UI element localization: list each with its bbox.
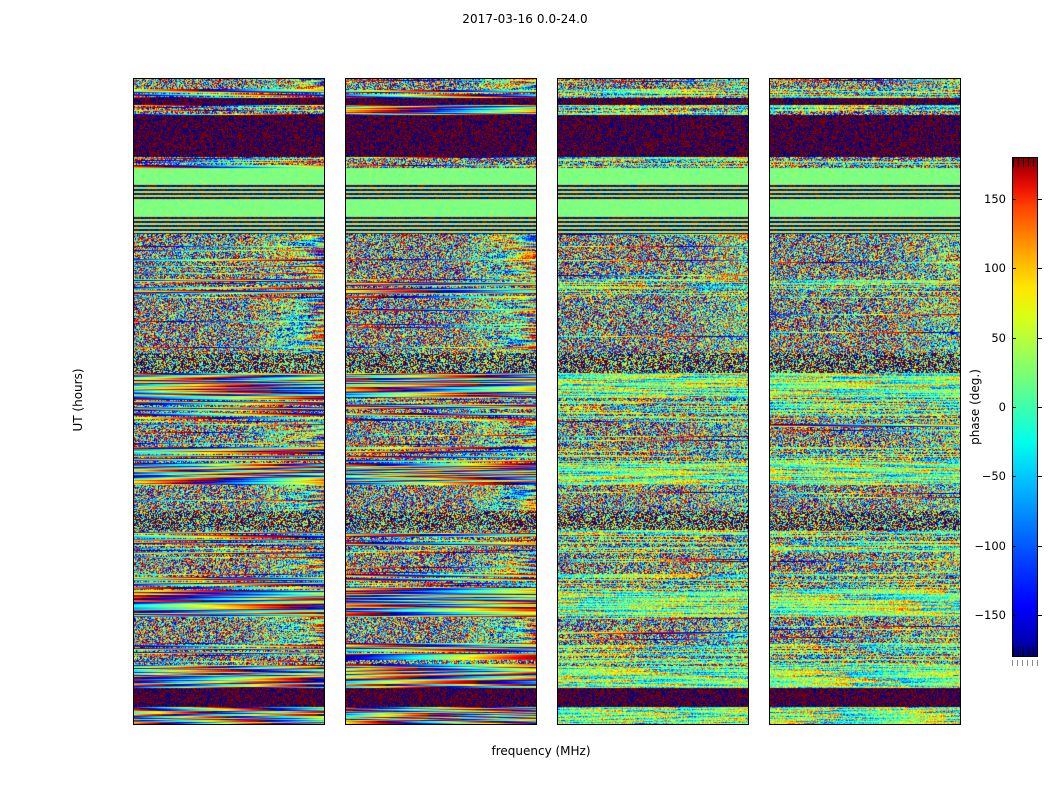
colorbar-tick-mark [1038,268,1042,270]
colorbar-tick-label: 100 [984,261,1006,276]
x-tick-mark [229,724,230,725]
x-tick-mark [946,724,947,725]
waterfall-panel-yy[interactable]: YY, BL V2*V705101520320335350365380 [345,78,537,725]
x-tick-mark [612,724,613,725]
x-axis-label: frequency (MHz) [491,744,591,758]
y-tick-mark-right [748,455,749,456]
x-tick-mark [522,724,523,725]
y-tick-mark-right [324,724,325,725]
x-tick-mark [784,724,785,725]
y-tick-mark [557,187,558,188]
y-tick-mark-right [748,321,749,322]
colorbar-tick-label: 150 [984,191,1006,206]
waterfall-image-yx [770,79,960,724]
y-tick-mark [133,455,134,456]
colorbar-tick-mark [1038,407,1042,408]
colorbar-tick-mark-left [1012,407,1016,408]
y-tick-mark-right [748,590,749,591]
colorbar-tick-mark-left [1012,615,1016,617]
y-tick-mark [769,455,770,456]
waterfall-panel-xy[interactable]: XY, BL V2*V705101520320335350365380 [557,78,749,725]
colorbar-tick-label: −150 [974,608,1006,623]
x-tick-mark [148,724,149,725]
y-tick-mark-right [324,590,325,591]
y-tick-mark-right [324,455,325,456]
y-tick-mark-right [748,187,749,188]
colorbar-tick-mark [1038,476,1042,478]
colorbar-tick-mark-left [1012,268,1016,270]
colorbar-tick-mark-left [1012,476,1016,478]
colorbar-tick-label: −100 [974,538,1006,553]
y-tick-mark-right [960,321,961,322]
x-tick-mark [360,724,361,725]
y-tick-mark [557,724,558,725]
x-tick-mark [482,724,483,725]
y-tick-mark [557,455,558,456]
y-tick-mark [769,724,770,725]
waterfall-image-xy [558,79,748,724]
y-tick-mark [133,590,134,591]
y-tick-mark [133,187,134,188]
y-tick-mark [769,321,770,322]
x-tick-mark [270,724,271,725]
x-tick-mark [824,724,825,725]
y-tick-mark [345,455,346,456]
colorbar-label: phase (deg.) [968,369,982,445]
figure-suptitle: 2017-03-16 0.0-24.0 [462,12,588,26]
x-tick-mark [653,724,654,725]
y-tick-mark-right [536,187,537,188]
y-tick-mark [345,187,346,188]
y-tick-mark-right [536,321,537,322]
colorbar-tick-mark-left [1012,198,1016,200]
x-tick-mark [906,724,907,725]
x-tick-mark [441,724,442,725]
colorbar-tick-mark-left [1012,337,1016,339]
y-tick-mark-right [536,590,537,591]
x-tick-mark [865,724,866,725]
y-tick-mark [769,187,770,188]
y-tick-mark [557,321,558,322]
y-tick-mark-right [324,321,325,322]
colorbar-tick-mark [1038,545,1042,547]
colorbar-tick-mark [1038,337,1042,339]
waterfall-image-yy [346,79,536,724]
y-axis-label: UT (hours) [71,368,85,432]
y-tick-mark [557,590,558,591]
colorbar-underflow-marks-icon [1012,660,1038,666]
colorbar[interactable]: 150 100 50 0 −50 −100 −150 [974,157,1042,657]
colorbar-tick-mark [1038,198,1042,200]
x-tick-mark [310,724,311,725]
y-tick-mark [133,321,134,322]
y-tick-mark-right [960,187,961,188]
colorbar-tick-mark-left [1012,545,1016,547]
y-tick-mark-right [960,724,961,725]
y-tick-mark [345,724,346,725]
y-tick-mark [133,724,134,725]
colorbar-tick-label: 0 [998,400,1006,414]
y-tick-mark-right [536,724,537,725]
y-tick-mark [769,590,770,591]
waterfall-panel-xx[interactable]: XX, BL V2*V705101520320335350365380 [133,78,325,725]
colorbar-tick-label: −50 [981,469,1006,484]
y-tick-mark-right [748,724,749,725]
x-tick-mark [734,724,735,725]
x-tick-mark [572,724,573,725]
y-tick-mark [345,590,346,591]
y-tick-mark-right [324,187,325,188]
colorbar-tick-mark [1038,615,1042,617]
x-tick-mark [188,724,189,725]
waterfall-image-xx [134,79,324,724]
x-tick-mark [400,724,401,725]
y-tick-mark-right [536,455,537,456]
waterfall-panel-yx[interactable]: YX, BL V2*V705101520320335350365380 [769,78,961,725]
y-tick-mark-right [960,590,961,591]
y-tick-mark-right [960,455,961,456]
colorbar-tick-label: 50 [991,330,1006,345]
y-tick-mark [345,321,346,322]
x-tick-mark [694,724,695,725]
